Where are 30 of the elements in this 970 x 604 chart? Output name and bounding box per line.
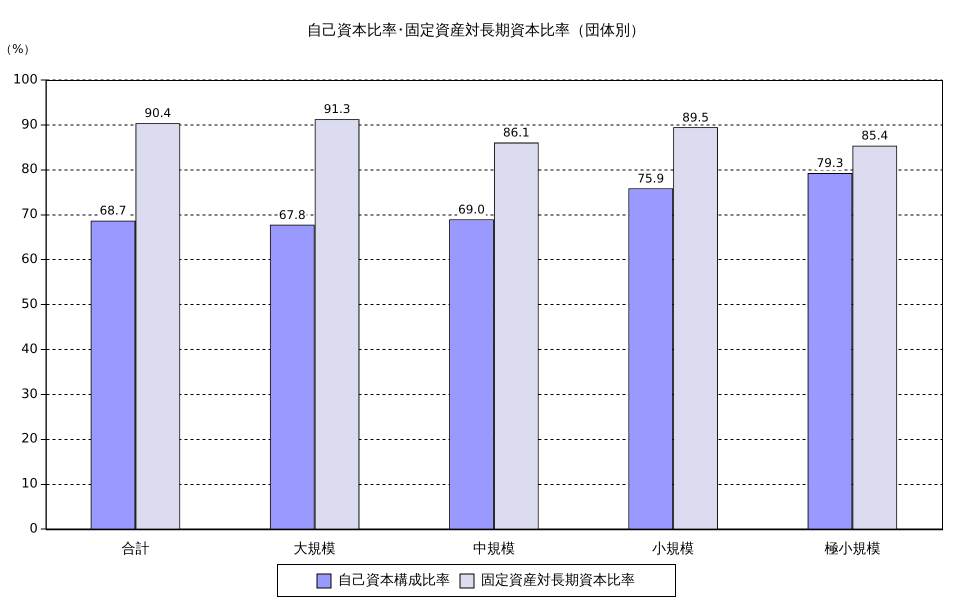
data-label: 67.8 (278, 208, 306, 222)
x-tick-label: 極小規模 (824, 541, 880, 558)
y-tick-label: 60 (21, 252, 38, 268)
x-tick-label: 中規模 (472, 541, 515, 558)
data-label: 91.3 (324, 102, 350, 116)
data-label: 90.4 (144, 106, 172, 120)
legend-label: 自己資本構成比率 (338, 572, 450, 589)
data-label: 79.3 (816, 156, 844, 170)
y-tick-label: 0 (30, 522, 38, 537)
data-label: 86.1 (502, 126, 530, 140)
y-tick-label: 10 (21, 476, 38, 492)
data-label: 85.4 (861, 128, 888, 143)
y-tick-label: 70 (21, 207, 38, 222)
y-tick-label: 30 (21, 386, 38, 402)
y-tick-label: 40 (21, 342, 38, 357)
x-tick-label: 大規模 (294, 541, 336, 558)
chart-title: 自己資本比率･固定資産対長期資本比率（団体別） (307, 20, 645, 39)
y-tick-label: 80 (21, 162, 38, 178)
data-label: 69.0 (458, 202, 485, 216)
y-tick-label: 100 (12, 72, 38, 88)
x-tick-label: 合計 (121, 541, 150, 558)
x-tick-label: 小規模 (652, 541, 694, 558)
y-axis-title: （%） (0, 42, 36, 56)
data-label: 89.5 (682, 110, 709, 124)
legend-label: 固定資産対長期資本比率 (481, 572, 635, 589)
y-tick-label: 90 (21, 117, 38, 132)
y-tick-label: 50 (21, 296, 38, 312)
data-label: 75.9 (637, 171, 664, 186)
data-label: 68.7 (100, 204, 126, 218)
y-tick-label: 20 (21, 432, 38, 447)
